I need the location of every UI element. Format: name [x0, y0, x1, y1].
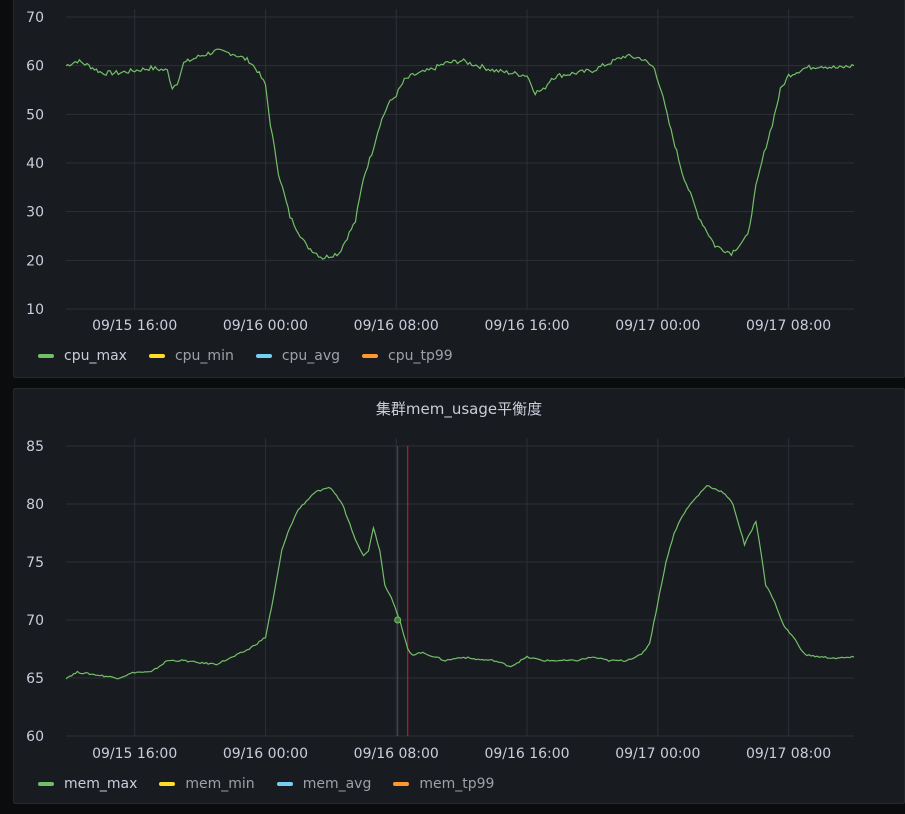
legend-item-mem-min[interactable]: mem_min — [159, 776, 255, 792]
legend-item-cpu-tp99[interactable]: cpu_tp99 — [362, 348, 453, 364]
x-tick-label: 09/16 00:00 — [223, 746, 308, 762]
y-tick-label: 80 — [26, 497, 44, 513]
legend-swatch — [276, 782, 293, 786]
x-tick-label: 09/15 16:00 — [92, 746, 177, 762]
y-tick-label: 40 — [26, 156, 44, 172]
legend-swatch — [148, 354, 165, 358]
y-tick-label: 70 — [26, 613, 44, 629]
x-tick-label: 09/16 00:00 — [223, 318, 308, 334]
y-tick-label: 60 — [26, 59, 44, 75]
y-tick-label: 85 — [26, 439, 44, 455]
legend-label: mem_avg — [302, 776, 372, 792]
x-tick-label: 09/16 08:00 — [354, 746, 439, 762]
panel-title: 集群mem_usage平衡度 — [375, 400, 543, 418]
x-tick-label: 09/17 00:00 — [615, 746, 700, 762]
y-tick-label: 30 — [26, 205, 44, 221]
legend-label: cpu_min — [174, 348, 234, 364]
hover-point — [394, 616, 402, 624]
legend-label: cpu_avg — [281, 348, 341, 364]
mem-panel: 集群mem_usage平衡度 60 65 70 75 80 85 09/15 16:00 09… — [13, 388, 905, 804]
legend-item-mem-tp99[interactable]: mem_tp99 — [393, 776, 494, 792]
x-tick-label: 09/17 08:00 — [746, 746, 831, 762]
x-tick-label: 09/17 00:00 — [615, 318, 700, 334]
legend-item-cpu-avg[interactable]: cpu_avg — [255, 348, 341, 364]
legend-label: mem_min — [185, 776, 255, 792]
legend-item-cpu-max[interactable]: cpu_max — [38, 348, 127, 364]
mem-chart[interactable]: 60 65 70 75 80 85 09/15 16:00 09/16 00:00 09/16 … — [14, 389, 905, 805]
x-tick-label: 09/16 08:00 — [354, 318, 439, 334]
x-tick-label: 09/16 16:00 — [484, 746, 569, 762]
y-tick-label: 10 — [26, 302, 44, 318]
y-tick-label: 20 — [26, 253, 44, 269]
legend-swatch — [38, 354, 54, 358]
x-tick-label: 09/15 16:00 — [92, 318, 177, 334]
legend-swatch — [255, 354, 272, 358]
series-line-mem-max[interactable] — [65, 484, 855, 680]
legend-swatch — [159, 782, 176, 786]
y-tick-label: 75 — [26, 555, 44, 571]
y-tick-label: 60 — [26, 729, 44, 745]
cpu-chart[interactable]: 10 20 30 40 50 60 70 09/15 16:00 09/16 00:00 09/1… — [14, 0, 905, 379]
cpu-panel: 10 20 30 40 50 60 70 09/15 16:00 09/16 00:00 09/1… — [13, 0, 905, 378]
legend-label: mem_max — [64, 776, 138, 792]
legend-label: mem_tp99 — [419, 776, 495, 792]
legend-swatch — [362, 354, 379, 358]
series-line-cpu-max[interactable] — [65, 48, 855, 260]
legend-item-mem-avg[interactable]: mem_avg — [276, 776, 372, 792]
legend-swatch — [38, 782, 54, 786]
x-tick-label: 09/17 08:00 — [746, 318, 831, 334]
y-tick-label: 70 — [26, 10, 44, 26]
legend-item-cpu-min[interactable]: cpu_min — [148, 348, 234, 364]
cpu-legend: cpu_max cpu_min cpu_avg cpu_tp99 — [38, 348, 475, 364]
legend-label: cpu_max — [64, 348, 127, 364]
y-tick-label: 65 — [26, 671, 44, 687]
y-tick-label: 50 — [26, 107, 44, 123]
legend-swatch — [393, 782, 410, 786]
legend-label: cpu_tp99 — [388, 348, 453, 364]
x-tick-label: 09/16 16:00 — [484, 318, 569, 334]
legend-item-mem-max[interactable]: mem_max — [38, 776, 137, 792]
mem-legend: mem_max mem_min mem_avg mem_tp99 — [38, 776, 516, 792]
